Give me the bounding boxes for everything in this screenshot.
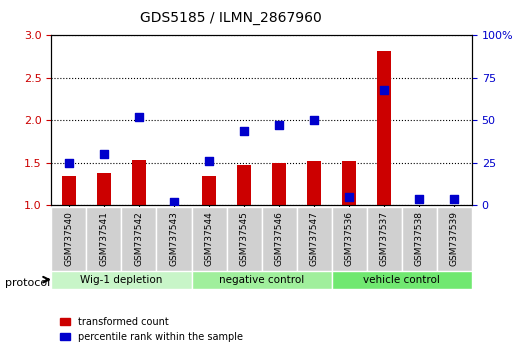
Text: GSM737546: GSM737546 (274, 211, 284, 267)
Text: negative control: negative control (219, 275, 304, 285)
Point (65, 160, 73, 166)
Text: GSM737545: GSM737545 (240, 211, 249, 267)
FancyBboxPatch shape (191, 271, 332, 289)
Text: protocol: protocol (5, 278, 50, 288)
Text: GSM737536: GSM737536 (345, 211, 354, 267)
FancyBboxPatch shape (122, 207, 156, 271)
FancyBboxPatch shape (367, 207, 402, 271)
Text: GSM737544: GSM737544 (205, 212, 213, 266)
Text: Wig-1 depletion: Wig-1 depletion (80, 275, 163, 285)
Text: GSM737537: GSM737537 (380, 211, 389, 267)
Bar (237, 165, 251, 205)
Text: GSM737547: GSM737547 (310, 211, 319, 267)
FancyBboxPatch shape (191, 207, 227, 271)
Point (310, 118, 318, 123)
FancyBboxPatch shape (402, 207, 437, 271)
Point (100, 152, 108, 157)
FancyBboxPatch shape (86, 207, 122, 271)
FancyBboxPatch shape (332, 271, 472, 289)
Text: GSM737539: GSM737539 (450, 211, 459, 267)
Point (450, 196, 459, 201)
FancyBboxPatch shape (51, 271, 191, 289)
Point (240, 128, 248, 133)
Point (170, 199, 178, 205)
Point (135, 114, 143, 120)
FancyBboxPatch shape (51, 207, 86, 271)
Point (380, 87, 388, 93)
Text: GSM737542: GSM737542 (134, 212, 144, 266)
Point (345, 194, 353, 200)
Text: GSM737541: GSM737541 (100, 211, 108, 267)
Text: GSM737538: GSM737538 (415, 211, 424, 267)
FancyBboxPatch shape (297, 207, 332, 271)
Bar (342, 161, 356, 205)
FancyBboxPatch shape (437, 207, 472, 271)
Bar (202, 176, 216, 205)
Legend: transformed count, percentile rank within the sample: transformed count, percentile rank withi… (56, 313, 246, 346)
FancyBboxPatch shape (227, 207, 262, 271)
Bar (132, 160, 146, 205)
Point (275, 122, 283, 128)
FancyBboxPatch shape (262, 207, 297, 271)
FancyBboxPatch shape (332, 207, 367, 271)
Point (415, 196, 423, 201)
Text: GSM737540: GSM737540 (64, 211, 73, 267)
Bar (97, 173, 111, 205)
Bar (62, 176, 76, 205)
Bar (377, 51, 391, 205)
Text: GSM737543: GSM737543 (169, 211, 179, 267)
Point (205, 158, 213, 164)
Bar (272, 163, 286, 205)
FancyBboxPatch shape (156, 207, 191, 271)
Bar (307, 161, 321, 205)
Text: GDS5185 / ILMN_2867960: GDS5185 / ILMN_2867960 (140, 11, 322, 25)
Text: vehicle control: vehicle control (363, 275, 440, 285)
